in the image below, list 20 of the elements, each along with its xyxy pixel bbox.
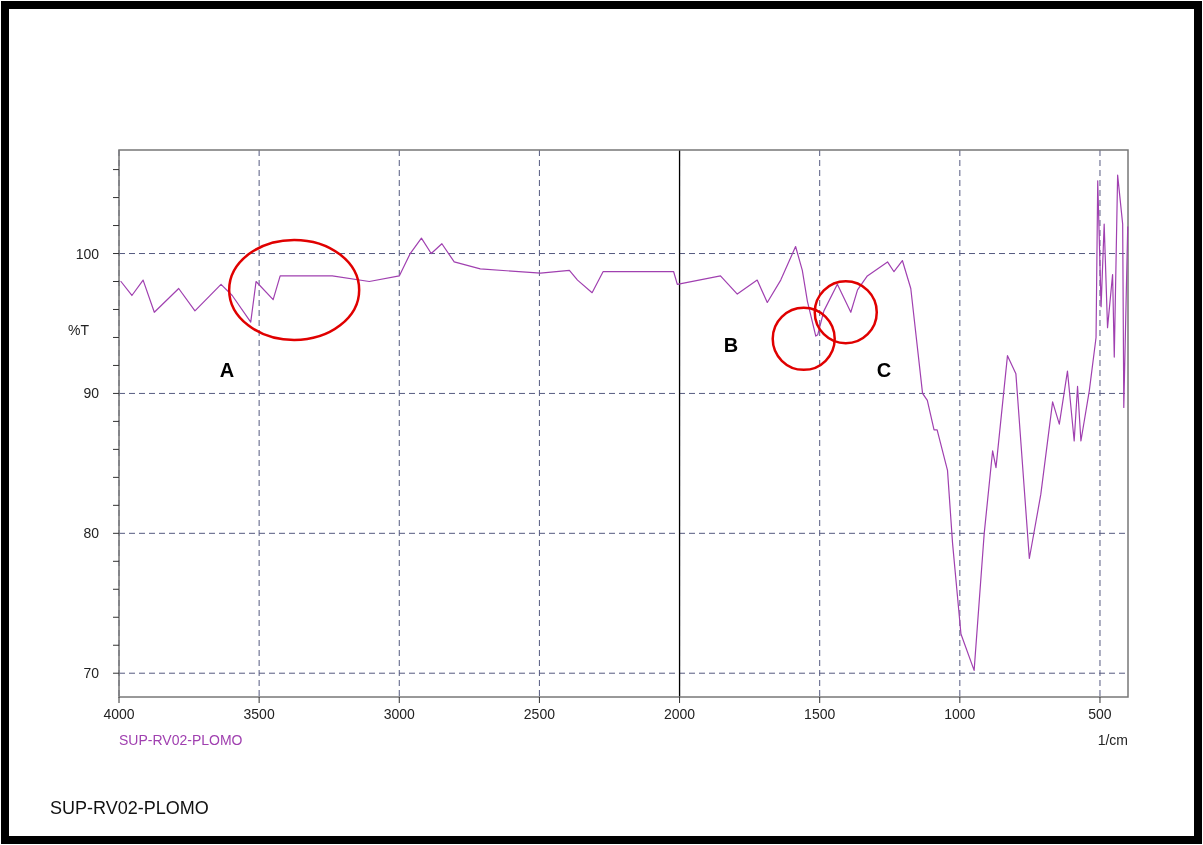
x-axis-title: 1/cm — [1097, 732, 1128, 748]
y-tick-label: 80 — [83, 525, 100, 542]
x-tick-label: 1500 — [804, 706, 836, 722]
annotation: B — [723, 334, 739, 356]
y-tick-label: 100 — [75, 245, 100, 262]
x-tick-label: 500 — [1088, 706, 1112, 722]
annotation: C — [876, 359, 892, 381]
x-tick-label: 4000 — [103, 706, 135, 722]
x-tick-label: 2000 — [663, 706, 696, 722]
y-axis-title: %T — [68, 322, 90, 338]
x-tick-label: 1000 — [944, 706, 976, 722]
text: SUP-RV02-PLOMO — [119, 732, 243, 748]
x-tick-label: 3500 — [243, 706, 275, 722]
line-series — [120, 174, 1129, 672]
text: SUP-RV02-PLOMO — [50, 798, 209, 818]
y-tick-label: 90 — [83, 385, 100, 402]
y-tick-label: 70 — [83, 665, 100, 682]
annotation: A — [219, 359, 235, 381]
x-tick-label: 3000 — [383, 706, 416, 722]
x-tick-label: 2500 — [523, 706, 556, 722]
